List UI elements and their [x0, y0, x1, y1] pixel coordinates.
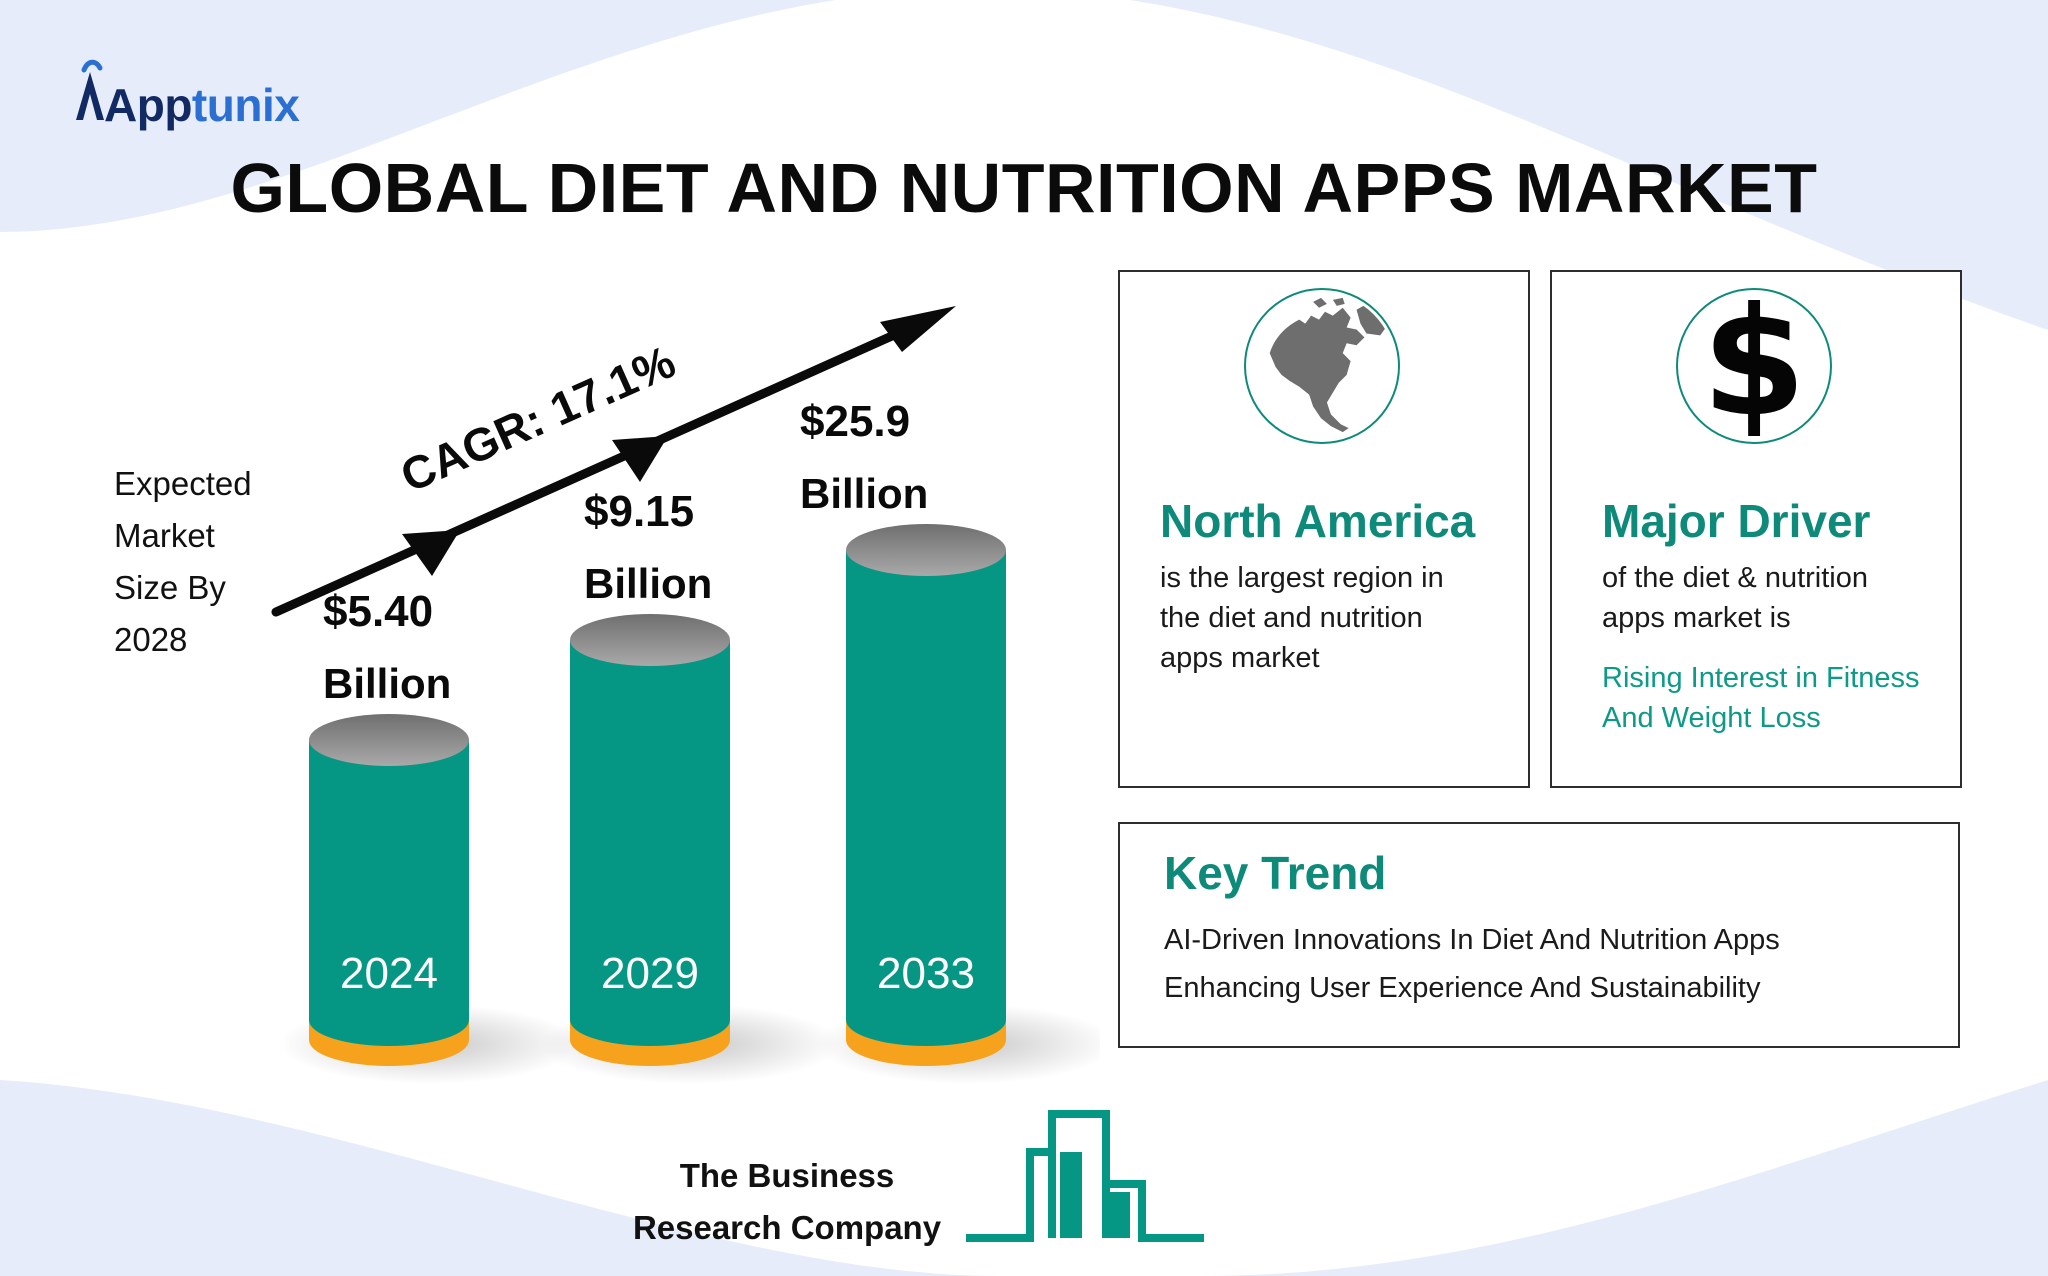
arrow-marker-icon — [402, 530, 460, 576]
region-text-line: the diet and nutrition — [1160, 602, 1423, 634]
trend-text-line: Enhancing User Experience And Sustainabi… — [1164, 972, 1761, 1004]
bar-value-label: $5.40 — [323, 587, 433, 636]
bar-category-label: 2029 — [601, 949, 699, 998]
side-label-line: 2028 — [114, 621, 188, 658]
arrow-marker-icon — [612, 436, 668, 482]
side-label-line: Market — [114, 517, 215, 554]
driver-highlight-line: Rising Interest in Fitness — [1602, 662, 1920, 694]
region-text: is the largest region in the diet and nu… — [1160, 558, 1444, 678]
bar-unit-label: Billion — [584, 560, 712, 607]
logo-mark-icon — [76, 59, 104, 120]
region-icon-circle — [1244, 288, 1400, 444]
bar-top — [846, 524, 1006, 576]
region-card: North America is the largest region in t… — [1118, 270, 1530, 788]
bar — [570, 640, 730, 1046]
bar-unit-label: Billion — [800, 470, 928, 517]
driver-text-line: apps market is — [1602, 602, 1791, 634]
driver-icon-circle: $ — [1676, 288, 1832, 444]
bar-category-label: 2033 — [877, 949, 975, 998]
expected-market-size-label: Expected Market Size By 2028 — [114, 458, 252, 666]
driver-highlight: Rising Interest in Fitness And Weight Lo… — [1602, 658, 1920, 738]
trend-card: Key Trend AI-Driven Innovations In Diet … — [1118, 822, 1960, 1048]
bar-top — [570, 614, 730, 666]
source-line: Research Company — [632, 1209, 942, 1246]
bars-layer: 2024 $5.40 Billion 2029 $9.15 Billion 2033 $25.… — [279, 397, 1100, 1084]
bar-value-label: $9.15 — [584, 487, 694, 536]
bar — [846, 550, 1006, 1046]
side-label-line: Expected — [114, 465, 252, 502]
driver-card: $ Major Driver of the diet & nutrition a… — [1550, 270, 1962, 788]
trend-title: Key Trend — [1164, 847, 1387, 899]
market-size-chart: 2024 $5.40 Billion 2029 $9.15 Billion 2033 $25.… — [271, 306, 1100, 1084]
bar-category-label: 2024 — [340, 949, 438, 998]
dollar-icon: $ — [1701, 276, 1807, 450]
logo-text: Apptunix — [104, 79, 300, 131]
logo-text-part1: App — [104, 79, 192, 131]
source-line: The Business — [679, 1157, 895, 1194]
driver-highlight-line: And Weight Loss — [1602, 702, 1821, 734]
bar-top — [309, 714, 469, 766]
source-company-logo-icon — [966, 1110, 1204, 1242]
region-text-line: is the largest region in — [1160, 562, 1444, 594]
region-title: North America — [1160, 495, 1476, 547]
trend-text-line: AI-Driven Innovations In Diet And Nutrit… — [1164, 924, 1780, 956]
driver-title: Major Driver — [1602, 495, 1871, 547]
driver-text: of the diet & nutrition apps market is — [1602, 558, 1868, 638]
arrow-head-icon — [880, 306, 956, 352]
region-text-line: apps market — [1160, 642, 1320, 674]
page-title: GLOBAL DIET AND NUTRITION APPS MARKET — [230, 149, 1818, 227]
side-label-line: Size By — [114, 569, 226, 606]
source-label: The Business Research Company — [618, 1150, 956, 1254]
bar-unit-label: Billion — [323, 660, 451, 707]
trend-text: AI-Driven Innovations In Diet And Nutrit… — [1164, 916, 1780, 1012]
north-america-globe-icon — [1269, 297, 1391, 433]
bar-value-label: $25.9 — [800, 397, 910, 446]
driver-text-line: of the diet & nutrition — [1602, 562, 1868, 594]
brand-logo: Apptunix — [70, 58, 300, 131]
logo-text-part2: tunix — [191, 79, 300, 131]
bar — [309, 740, 469, 1046]
